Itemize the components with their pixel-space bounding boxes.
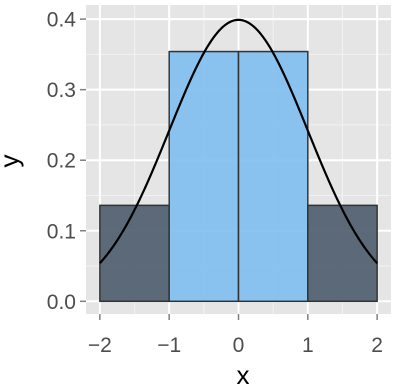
y-tick-label: 0.4	[47, 9, 77, 32]
x-tick-label: 0	[233, 334, 245, 357]
density-curve	[99, 18, 378, 264]
x-tick-label: −1	[157, 334, 181, 357]
bar-3	[307, 204, 378, 303]
y-tick-label: 0.0	[47, 291, 76, 314]
x-tick-label: 1	[302, 334, 314, 357]
y-axis-title: y	[0, 155, 24, 168]
x-axis-title: x	[237, 360, 250, 387]
y-tick-label: 0.1	[47, 220, 76, 243]
bar-2	[237, 50, 309, 303]
bars	[99, 50, 378, 303]
y-axis: 0.0 0.1 0.2 0.3 0.4	[47, 9, 86, 314]
y-tick-label: 0.3	[47, 79, 76, 102]
bar-1	[168, 50, 240, 303]
x-axis: −2 −1 0 1 2	[88, 314, 383, 357]
x-tick-label: −2	[88, 334, 112, 357]
y-tick-label: 0.2	[47, 150, 76, 173]
x-tick-label: 2	[371, 334, 383, 357]
bar-0	[99, 204, 170, 303]
